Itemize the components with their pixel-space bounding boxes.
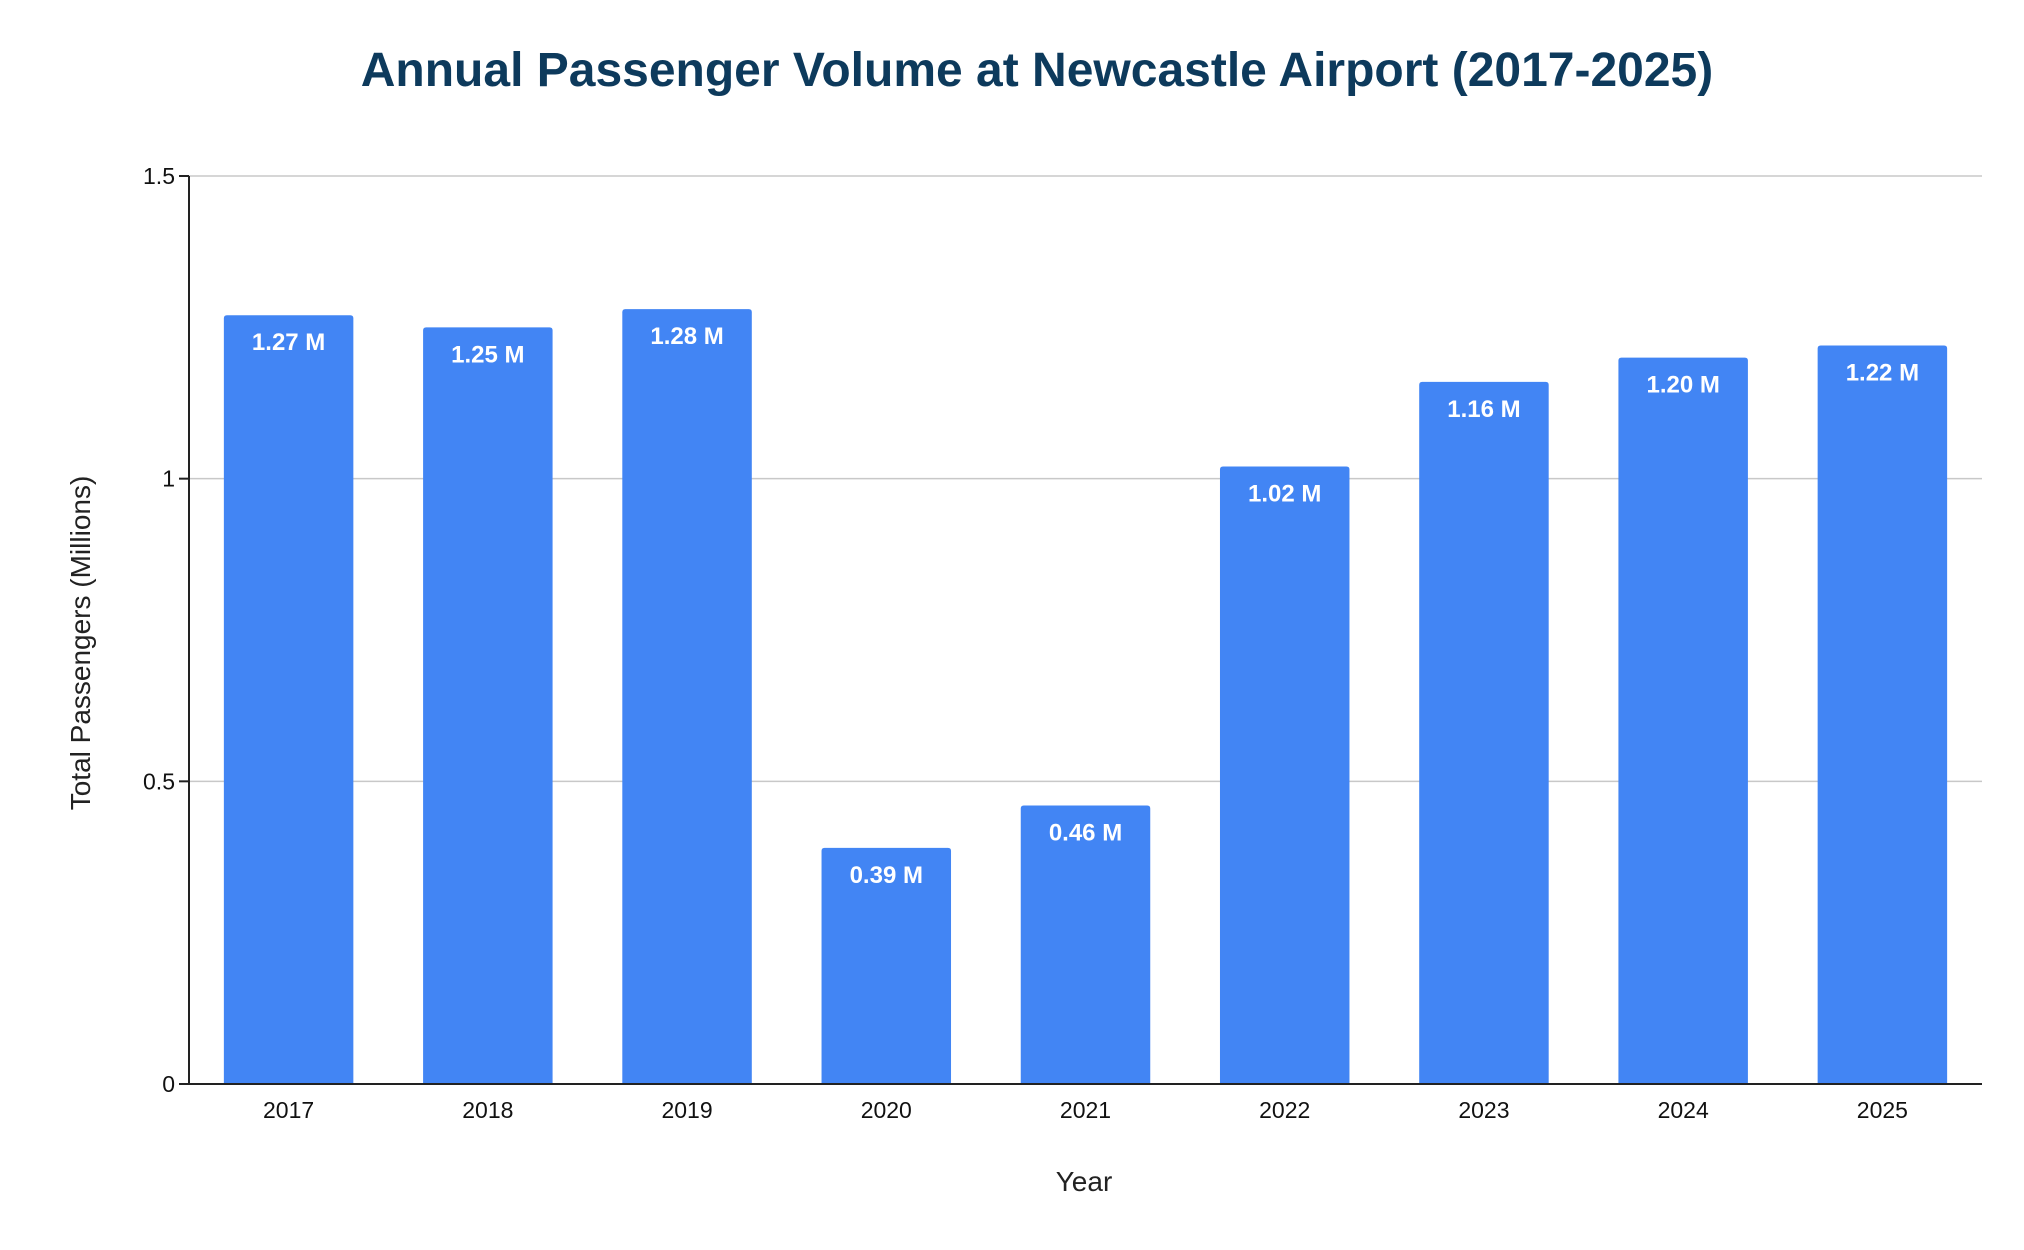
x-tick-label: 2023: [1458, 1097, 1509, 1123]
bar-2018: [423, 327, 553, 1084]
x-tick-label: 2025: [1857, 1097, 1908, 1123]
bar-2019: [622, 309, 752, 1084]
data-label-2021: 0.46 M: [1049, 820, 1122, 847]
chart-title: Annual Passenger Volume at Newcastle Air…: [361, 44, 1713, 97]
x-tick-label: 2021: [1060, 1097, 1111, 1123]
y-tick-label: 1: [162, 466, 175, 492]
data-label-2025: 1.22 M: [1846, 359, 1919, 386]
x-tick-label: 2017: [263, 1097, 314, 1123]
data-label-2024: 1.20 M: [1646, 372, 1719, 399]
bars: [223, 309, 1948, 1085]
axes: 0 0.5 1 1.5 2017 2018 2019 2020 2021 2022 2023 2024…: [143, 163, 1982, 1123]
x-tick-label: 2020: [861, 1097, 912, 1123]
x-tick-label: 2019: [661, 1097, 712, 1123]
data-labels: 1.27 M 1.25 M 1.28 M 0.39 M 0.46 M 1.02 M 1.16…: [252, 323, 1919, 889]
data-label-2018: 1.25 M: [451, 341, 524, 368]
data-label-2019: 1.28 M: [650, 323, 723, 350]
data-label-2017: 1.27 M: [252, 329, 325, 356]
x-axis-title: Year: [1056, 1166, 1113, 1197]
y-tick-label: 1.5: [143, 163, 175, 189]
bar-2025: [1817, 345, 1948, 1084]
bar-2023: [1419, 381, 1549, 1084]
x-tick-label: 2022: [1259, 1097, 1310, 1123]
bar-2021: [1020, 805, 1151, 1084]
y-axis-title: Total Passengers (Millions): [65, 476, 96, 811]
x-tick-label: 2018: [462, 1097, 513, 1123]
data-label-2023: 1.16 M: [1447, 396, 1520, 423]
x-tick-label: 2024: [1658, 1097, 1709, 1123]
bar-2017: [223, 315, 354, 1084]
y-tick-label: 0: [162, 1071, 175, 1097]
data-label-2022: 1.02 M: [1248, 481, 1321, 508]
bar-2022: [1219, 466, 1350, 1084]
bar-2024: [1618, 357, 1748, 1085]
bar-2020: [821, 847, 952, 1084]
y-tick-label: 0.5: [143, 768, 175, 794]
data-label-2020: 0.39 M: [850, 862, 923, 889]
